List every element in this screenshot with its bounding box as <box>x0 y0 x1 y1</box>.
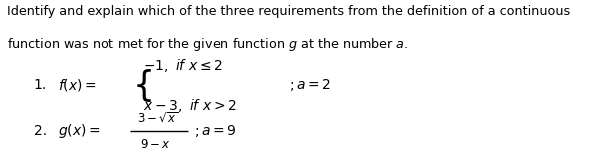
Text: $\{$: $\{$ <box>132 67 152 104</box>
Text: $x-3,\ if\ x>2$: $x-3,\ if\ x>2$ <box>143 97 237 114</box>
Text: Identify and explain which of the three requirements from the definition of a co: Identify and explain which of the three … <box>7 5 571 18</box>
Text: 2.: 2. <box>34 124 47 138</box>
Text: $;a=9$: $;a=9$ <box>194 123 237 139</box>
Text: function was not met for the given function $g$ at the number $a$.: function was not met for the given funct… <box>7 36 409 53</box>
Text: $3-\sqrt{x}$: $3-\sqrt{x}$ <box>137 111 178 126</box>
Text: 1.: 1. <box>34 78 47 92</box>
Text: $-1,\ if\ x\leq 2$: $-1,\ if\ x\leq 2$ <box>143 57 223 74</box>
Text: $9-x$: $9-x$ <box>140 138 171 151</box>
Text: $f(x) =$: $f(x) =$ <box>58 77 97 93</box>
Text: $g(x) =$: $g(x) =$ <box>58 122 101 140</box>
Text: $;a=2$: $;a=2$ <box>289 77 331 93</box>
